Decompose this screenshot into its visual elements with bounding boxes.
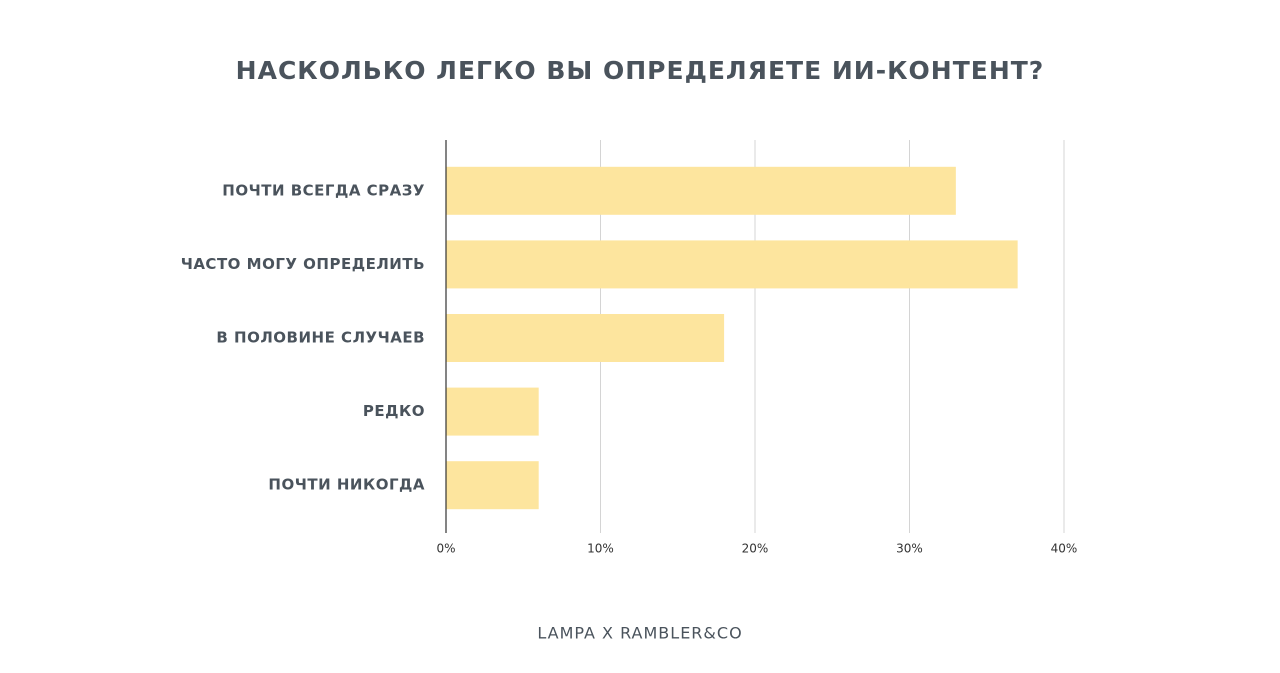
x-tick-label: 10% <box>587 542 614 556</box>
bar <box>446 240 1018 289</box>
x-tick-label: 20% <box>742 542 769 556</box>
bar <box>446 314 725 362</box>
y-tick-label: ПОЧТИ ВСЕГДА СРАЗУ <box>222 181 425 199</box>
y-tick-label: В ПОЛОВИНЕ СЛУЧАЕВ <box>216 329 425 347</box>
source-label: LAMPA X RAMBLER&CO <box>537 624 742 643</box>
y-tick-label: ЧАСТО МОГУ ОПРЕДЕЛИТЬ <box>181 255 425 273</box>
x-tick-label: 40% <box>1051 542 1078 556</box>
bar <box>446 387 539 436</box>
bar <box>446 166 956 215</box>
x-tick-label: 30% <box>896 542 923 556</box>
x-tick-label: 0% <box>436 542 455 556</box>
chart-title: НАСКОЛЬКО ЛЕГКО ВЫ ОПРЕДЕЛЯЕТЕ ИИ-КОНТЕН… <box>236 56 1045 85</box>
bar <box>446 461 539 510</box>
y-tick-label: РЕДКО <box>363 402 425 420</box>
y-tick-label: ПОЧТИ НИКОГДА <box>268 476 425 494</box>
